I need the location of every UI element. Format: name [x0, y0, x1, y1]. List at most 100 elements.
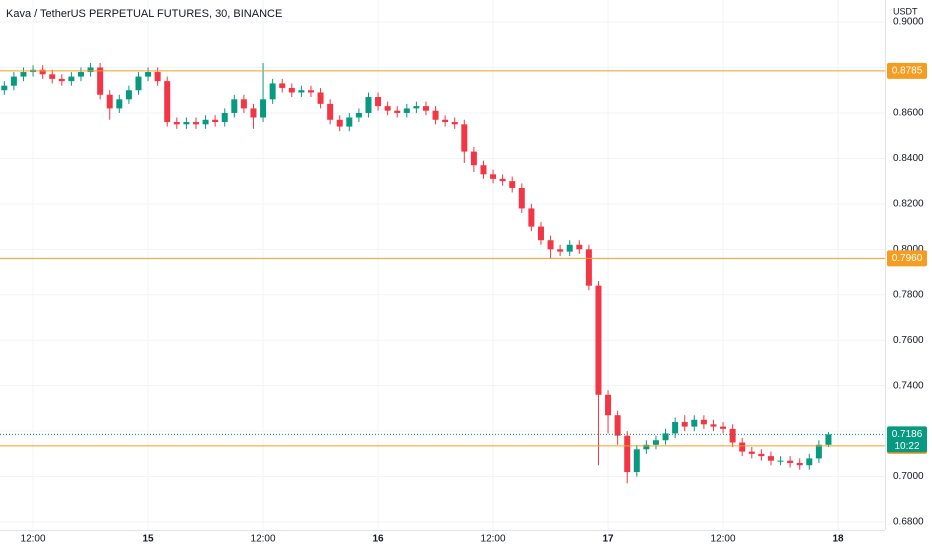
level-badge	[887, 62, 927, 79]
candle-body	[288, 87, 295, 93]
candle-body	[729, 428, 736, 443]
x-tick-label: 15	[142, 534, 154, 545]
candle-body	[566, 244, 573, 252]
candle-body	[442, 119, 449, 123]
candle-body	[643, 444, 650, 450]
candle-body	[662, 433, 669, 441]
y-tick-label: 0.7600	[893, 335, 924, 346]
candle-body	[557, 249, 564, 252]
candle-body	[10, 76, 17, 86]
candle-body	[528, 208, 535, 227]
candle-body	[470, 151, 477, 166]
candle-body	[221, 112, 228, 123]
level-badge	[887, 250, 927, 267]
candle-body	[346, 117, 353, 127]
candle-body	[240, 99, 247, 109]
candle-body	[394, 110, 401, 113]
candle-body	[767, 456, 774, 461]
candle-body	[633, 449, 640, 473]
x-tick-label: 18	[832, 534, 844, 545]
candle-body	[739, 442, 746, 452]
candle-body	[145, 72, 152, 77]
y-tick-label: 0.7400	[893, 380, 924, 391]
currency-label: USDT	[893, 6, 918, 16]
candle-body	[451, 122, 458, 125]
candle-body	[183, 122, 190, 125]
candle-body	[518, 187, 525, 209]
candle-body	[212, 119, 219, 123]
candle-body	[825, 434, 832, 445]
candle-body	[681, 422, 688, 427]
last-price-badge	[887, 426, 927, 453]
x-tick-label: 12:00	[21, 534, 46, 545]
candle-body	[269, 83, 276, 100]
candle-body	[49, 74, 56, 79]
candle-body	[815, 444, 822, 459]
candle-body	[432, 110, 439, 120]
candle-body	[260, 99, 267, 118]
candle-body	[154, 72, 161, 82]
x-tick-label: 12:00	[481, 534, 506, 545]
candle-body	[710, 424, 717, 427]
candle-body	[97, 67, 104, 95]
y-tick-label: 0.6800	[893, 517, 924, 528]
x-tick-label: 17	[602, 534, 614, 545]
candle-body	[758, 453, 765, 457]
candle-body	[355, 112, 362, 118]
candle-body	[480, 165, 487, 175]
x-tick-label: 12:00	[251, 534, 276, 545]
candle-body	[1, 85, 8, 91]
level-label: 0.7960	[892, 253, 923, 264]
candle-body	[192, 122, 199, 125]
candle-body	[509, 181, 516, 188]
candle-body	[298, 90, 305, 93]
y-tick-label: 0.9000	[893, 17, 924, 28]
candle-body	[58, 78, 65, 82]
candle-body	[365, 97, 372, 113]
candle-body	[700, 419, 707, 425]
candle-body	[614, 415, 621, 436]
candle-body	[336, 119, 343, 127]
y-tick-label: 0.8400	[893, 153, 924, 164]
y-tick-label: 0.8600	[893, 108, 924, 119]
level-label: 0.8785	[892, 66, 923, 77]
candle-body	[720, 426, 727, 429]
candle-body	[595, 285, 602, 395]
y-tick-label: 0.8200	[893, 199, 924, 210]
candle-body	[796, 462, 803, 466]
candle-body	[279, 83, 286, 88]
x-tick-label: 16	[372, 534, 384, 545]
candle-body	[806, 458, 813, 466]
candle-body	[777, 460, 784, 462]
chart-title: Kava / TetherUS PERPETUAL FUTURES, 30, B…	[6, 8, 282, 20]
candle-body	[116, 99, 123, 109]
candle-body	[317, 92, 324, 104]
candle-body	[461, 124, 468, 152]
candle-body	[748, 451, 755, 454]
candle-body	[231, 99, 238, 113]
candle-body	[384, 106, 391, 111]
candle-body	[691, 419, 698, 427]
candle-body	[106, 94, 113, 109]
candle-body	[652, 440, 659, 445]
candle-body	[77, 72, 84, 77]
candle-body	[87, 67, 94, 73]
candle-body	[576, 244, 583, 250]
candle-body	[202, 119, 209, 125]
candle-body	[135, 76, 142, 91]
candle-body	[307, 90, 314, 93]
candle-body	[537, 226, 544, 241]
candle-body	[403, 108, 410, 113]
candle-body	[125, 90, 132, 100]
candle-body	[787, 460, 794, 463]
candle-body	[422, 106, 429, 111]
countdown-label: 10:22	[894, 441, 919, 452]
last-price-label: 0.7186	[892, 429, 923, 440]
candle-body	[585, 249, 592, 286]
candle-body	[164, 81, 171, 123]
candle-body	[499, 178, 506, 182]
candle-body	[250, 108, 257, 118]
y-tick-label: 0.7000	[893, 471, 924, 482]
candle-body	[375, 97, 382, 107]
